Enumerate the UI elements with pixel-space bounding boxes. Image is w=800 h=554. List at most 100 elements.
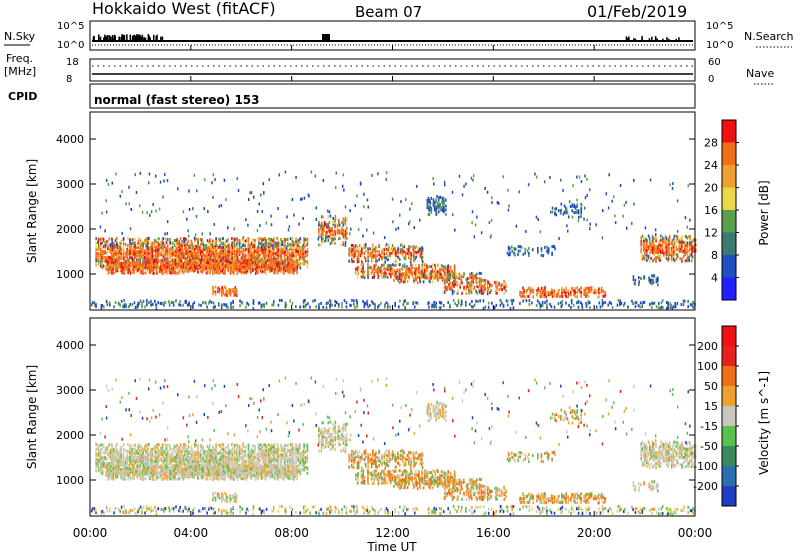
power-cell — [645, 253, 647, 257]
power-cell — [551, 289, 554, 293]
power-cell — [264, 254, 267, 258]
power-cell — [243, 266, 246, 270]
power-cell — [119, 303, 122, 307]
power-cell — [271, 268, 274, 272]
power-cell — [247, 258, 250, 262]
power-cell — [235, 261, 238, 265]
power-cell — [508, 204, 510, 208]
power-cell — [408, 249, 410, 253]
power-cell — [236, 256, 239, 260]
power-cell — [367, 250, 369, 254]
power-cell — [258, 255, 260, 259]
power-cell — [430, 274, 433, 278]
power-cell — [267, 247, 270, 251]
power-cell — [197, 241, 199, 245]
power-cell — [467, 281, 470, 285]
velocity-cell — [101, 465, 104, 469]
power-cell — [597, 289, 599, 293]
power-cell — [165, 265, 168, 269]
power-cell — [334, 214, 337, 218]
power-cell — [453, 275, 456, 279]
power-cell — [501, 283, 503, 287]
power-cell — [409, 207, 411, 211]
power-cell — [457, 299, 460, 303]
power-cell — [182, 241, 185, 245]
power-cell — [668, 234, 671, 238]
power-cell — [684, 216, 687, 220]
power-cell — [246, 301, 248, 305]
power-cell — [351, 298, 353, 302]
power-cell — [400, 247, 402, 251]
power-cell — [217, 286, 220, 290]
power-cell — [161, 237, 164, 241]
power-cell — [483, 285, 486, 289]
power-cell — [240, 265, 243, 269]
velocity-cell — [108, 451, 111, 455]
power-cell — [539, 305, 542, 309]
power-cell — [179, 248, 182, 252]
power-cell — [289, 237, 292, 241]
power-cell — [362, 268, 364, 272]
power-cell — [576, 290, 578, 294]
power-cell — [517, 249, 520, 253]
power-cell — [134, 237, 136, 241]
power-cell — [143, 239, 146, 243]
power-cell — [139, 299, 142, 303]
power-cell — [139, 258, 142, 262]
power-cell — [307, 302, 309, 306]
power-cell — [200, 265, 202, 269]
power-cell — [276, 236, 279, 240]
power-cell — [285, 246, 288, 250]
power-cell — [171, 262, 174, 266]
power-cell — [352, 259, 354, 263]
power-cell — [157, 241, 159, 245]
power-cell — [291, 261, 294, 265]
power-cell — [218, 263, 221, 267]
power-cell — [136, 305, 139, 309]
power-cell — [178, 271, 181, 275]
power-cell — [153, 249, 156, 253]
power-cell — [482, 306, 485, 310]
power-cell — [674, 304, 677, 308]
power-cell — [165, 268, 168, 272]
power-cell — [404, 257, 407, 261]
power-cell — [406, 280, 409, 284]
power-cell — [363, 303, 366, 307]
power-cell — [193, 239, 196, 243]
power-cell — [691, 249, 694, 253]
power-cell — [257, 259, 259, 263]
power-cell — [562, 188, 564, 192]
power-cell — [128, 202, 131, 206]
power-cell — [336, 231, 339, 235]
power-cell — [310, 170, 312, 174]
power-cell — [247, 237, 250, 241]
velocity-cell — [97, 458, 100, 462]
power-cell — [437, 270, 439, 274]
power-cell — [669, 302, 672, 306]
power-cell — [169, 263, 172, 267]
power-cell — [270, 269, 273, 273]
power-cell — [296, 258, 298, 262]
power-cell — [148, 253, 150, 257]
power-cell — [567, 292, 570, 296]
power-cell — [123, 271, 126, 275]
power-cell — [487, 305, 490, 309]
power-cell — [204, 267, 206, 271]
power-cell — [325, 302, 328, 306]
power-cell — [142, 299, 145, 303]
power-cell — [434, 266, 437, 270]
power-cell — [655, 255, 657, 259]
power-cell — [594, 291, 597, 295]
power-cell — [342, 231, 345, 235]
power-cell — [341, 305, 343, 309]
power-cell — [370, 265, 373, 269]
power-cell — [273, 260, 276, 264]
power-cell — [193, 244, 196, 248]
power-cell — [225, 198, 227, 202]
power-cell — [367, 255, 369, 259]
power-cell — [603, 291, 606, 295]
power-cell — [215, 265, 218, 269]
power-cell — [558, 288, 561, 292]
power-cell — [556, 292, 558, 296]
velocity-cell — [109, 451, 112, 455]
